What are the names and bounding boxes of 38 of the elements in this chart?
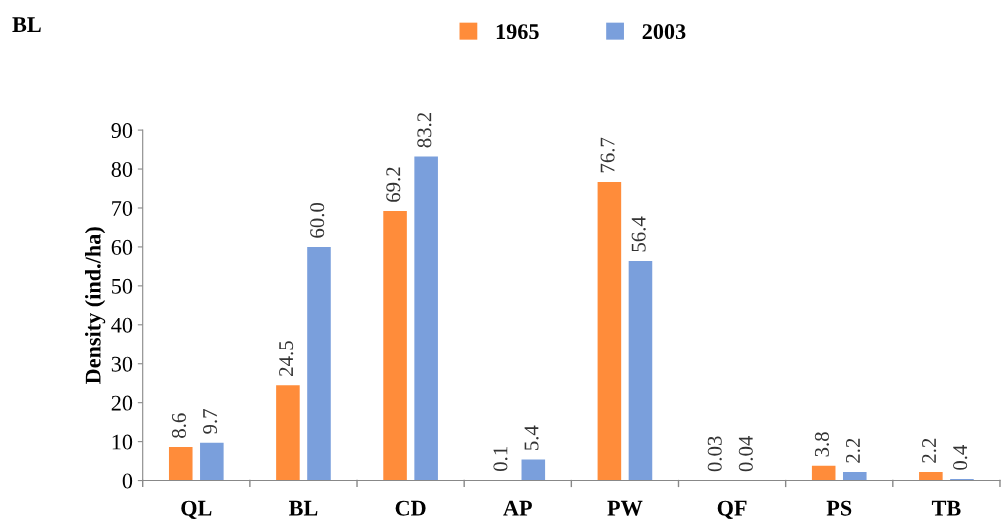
x-tick-label: BL: [288, 500, 318, 516]
x-tick-label: PS: [826, 500, 852, 516]
data-label: 9.7: [203, 409, 218, 434]
y-tick-label: 60: [111, 239, 133, 255]
x-tick-label: QL: [181, 500, 212, 520]
data-label: 24.5: [279, 341, 294, 376]
x-tick-label: TB: [931, 500, 961, 516]
data-label: 0.1: [493, 447, 508, 472]
y-tick-label: 30: [111, 356, 133, 372]
data-label: 0.4: [953, 444, 968, 470]
data-label: 2.2: [845, 438, 861, 463]
y-tick-label: 0: [122, 473, 133, 489]
legend-label: 1965: [496, 24, 539, 40]
data-label: 83.2: [417, 112, 432, 148]
y-tick-label: 80: [111, 161, 133, 177]
data-label: 5.4: [524, 425, 539, 450]
data-label: 0.03: [707, 436, 722, 472]
y-tick-label: 40: [111, 317, 133, 333]
data-label: 76.7: [600, 137, 615, 173]
data-label: 56.4: [631, 216, 646, 252]
x-tick-label: AP: [503, 500, 532, 516]
y-tick-label: 50: [112, 278, 133, 294]
data-label: 8.6: [171, 413, 187, 438]
legend-label: 2003: [642, 24, 686, 40]
x-tick-label: PW: [607, 500, 643, 516]
data-label: 2.2: [922, 438, 937, 463]
y-tick-label: 20: [111, 395, 133, 411]
data-label: 69.2: [386, 167, 401, 202]
y-tick-label: 90: [111, 123, 133, 139]
data-label: 60.0: [310, 202, 325, 238]
x-tick-label: CD: [395, 500, 426, 516]
y-axis-title: Density (ind./ha): [84, 227, 106, 384]
data-label: 3.8: [814, 432, 830, 457]
y-tick-label: 70: [112, 200, 133, 216]
chart-title: BL: [12, 17, 41, 32]
y-tick-label: 10: [112, 434, 133, 450]
data-label: 0.04: [738, 435, 753, 472]
x-tick-label: QF: [717, 500, 747, 520]
